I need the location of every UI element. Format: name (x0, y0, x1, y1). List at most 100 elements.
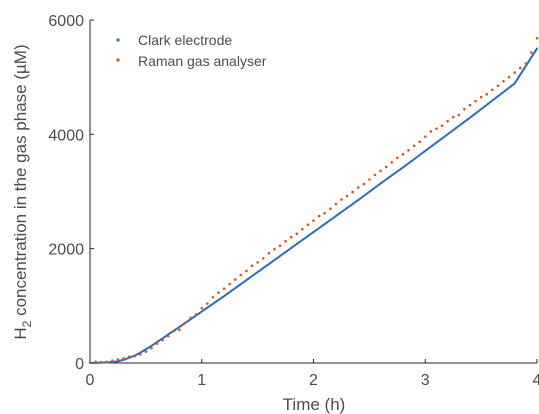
point-raman-gas-analyser (256, 261, 259, 264)
point-raman-gas-analyser (88, 361, 92, 364)
point-raman-gas-analyser (217, 291, 220, 294)
point-raman-gas-analyser (228, 282, 231, 286)
point-raman-gas-analyser (535, 36, 539, 40)
point-raman-gas-analyser (284, 239, 287, 243)
point-raman-gas-analyser (312, 219, 315, 222)
point-raman-gas-analyser (396, 156, 399, 160)
point-raman-gas-analyser (133, 354, 136, 358)
point-raman-gas-analyser (94, 360, 97, 364)
y-axis-label-subscript: 2 (20, 320, 34, 327)
point-raman-gas-analyser (451, 115, 455, 119)
series-raman-gas-analyser (88, 36, 539, 364)
point-raman-gas-analyser (457, 113, 461, 117)
legend: Clark electrode Raman gas analyser (116, 32, 267, 69)
point-raman-gas-analyser (267, 251, 271, 255)
point-raman-gas-analyser (334, 202, 338, 206)
point-raman-gas-analyser (429, 130, 433, 133)
x-tick-label: 0 (86, 372, 95, 389)
point-raman-gas-analyser (111, 359, 114, 363)
point-raman-gas-analyser (273, 247, 276, 251)
point-raman-gas-analyser (340, 198, 343, 201)
point-raman-gas-analyser (513, 71, 516, 74)
y-axis-label-suffix: concentration in the gas phase (µM) (11, 44, 30, 320)
point-raman-gas-analyser (384, 165, 388, 169)
point-raman-gas-analyser (479, 95, 483, 99)
x-tick-label: 2 (309, 372, 318, 389)
point-raman-gas-analyser (496, 84, 500, 88)
point-raman-gas-analyser (189, 316, 192, 320)
point-raman-gas-analyser (440, 124, 444, 128)
point-raman-gas-analyser (328, 207, 332, 210)
series-clark-electrode (88, 47, 539, 365)
point-raman-gas-analyser (295, 232, 299, 236)
point-raman-gas-analyser (122, 357, 125, 360)
point-raman-gas-analyser (183, 321, 187, 325)
y-tick-label: 6000 (48, 13, 84, 30)
point-raman-gas-analyser (368, 178, 371, 181)
point-raman-gas-analyser (306, 223, 310, 226)
point-raman-gas-analyser (144, 350, 148, 353)
point-raman-gas-analyser (435, 127, 438, 130)
point-raman-gas-analyser (99, 360, 103, 364)
x-tick-label: 1 (197, 372, 206, 389)
point-raman-gas-analyser (105, 360, 109, 364)
x-axis-label: Time (h) (283, 395, 346, 414)
point-raman-gas-analyser (194, 313, 198, 316)
point-raman-gas-analyser (463, 107, 466, 111)
point-raman-gas-analyser (323, 211, 326, 215)
y-tick-label: 0 (75, 356, 84, 373)
point-raman-gas-analyser (233, 278, 237, 281)
point-raman-gas-analyser (530, 51, 533, 54)
point-raman-gas-analyser (507, 75, 511, 79)
point-raman-gas-analyser (390, 161, 394, 164)
point-raman-gas-analyser (301, 227, 304, 231)
point-raman-gas-analyser (379, 169, 382, 173)
point-raman-gas-analyser (200, 306, 204, 310)
point-raman-gas-analyser (356, 186, 360, 189)
y-axis-label-prefix: H (11, 327, 30, 339)
y-axis-ticks: 0 2000 4000 6000 (48, 13, 94, 373)
point-clark-electrode (535, 47, 539, 50)
point-raman-gas-analyser (178, 328, 181, 332)
y-tick-label: 4000 (48, 127, 84, 144)
series-layer (88, 36, 539, 365)
point-raman-gas-analyser (373, 173, 377, 177)
point-raman-gas-analyser (172, 329, 176, 333)
point-raman-gas-analyser (150, 346, 153, 350)
point-raman-gas-analyser (261, 257, 265, 260)
legend-marker-clark-electrode (116, 38, 120, 42)
point-raman-gas-analyser (211, 295, 215, 299)
point-raman-gas-analyser (491, 88, 494, 92)
point-raman-gas-analyser (245, 269, 248, 273)
point-raman-gas-analyser (412, 144, 416, 148)
point-raman-gas-analyser (155, 342, 159, 345)
point-raman-gas-analyser (502, 79, 505, 83)
point-raman-gas-analyser (250, 264, 254, 268)
y-tick-label: 2000 (48, 242, 84, 259)
point-raman-gas-analyser (418, 140, 421, 144)
point-raman-gas-analyser (239, 273, 243, 277)
point-raman-gas-analyser (289, 235, 293, 239)
point-raman-gas-analyser (166, 334, 170, 338)
point-raman-gas-analyser (468, 103, 472, 107)
point-raman-gas-analyser (423, 135, 427, 138)
point-raman-gas-analyser (127, 355, 131, 359)
point-raman-gas-analyser (474, 99, 477, 103)
x-tick-label: 3 (421, 372, 430, 389)
point-raman-gas-analyser (351, 190, 354, 194)
point-raman-gas-analyser (401, 153, 405, 156)
x-tick-label: 4 (533, 372, 539, 389)
point-raman-gas-analyser (485, 93, 489, 96)
point-raman-gas-analyser (518, 66, 522, 70)
point-raman-gas-analyser (161, 338, 164, 342)
legend-label-clark-electrode: Clark electrode (138, 32, 232, 48)
point-raman-gas-analyser (278, 244, 282, 248)
point-raman-gas-analyser (446, 119, 449, 123)
point-raman-gas-analyser (407, 149, 410, 152)
point-raman-gas-analyser (317, 214, 321, 218)
point-raman-gas-analyser (138, 353, 142, 356)
point-raman-gas-analyser (345, 194, 349, 198)
point-raman-gas-analyser (362, 182, 366, 186)
y-axis-label: H2 concentration in the gas phase (µM) (11, 44, 34, 339)
